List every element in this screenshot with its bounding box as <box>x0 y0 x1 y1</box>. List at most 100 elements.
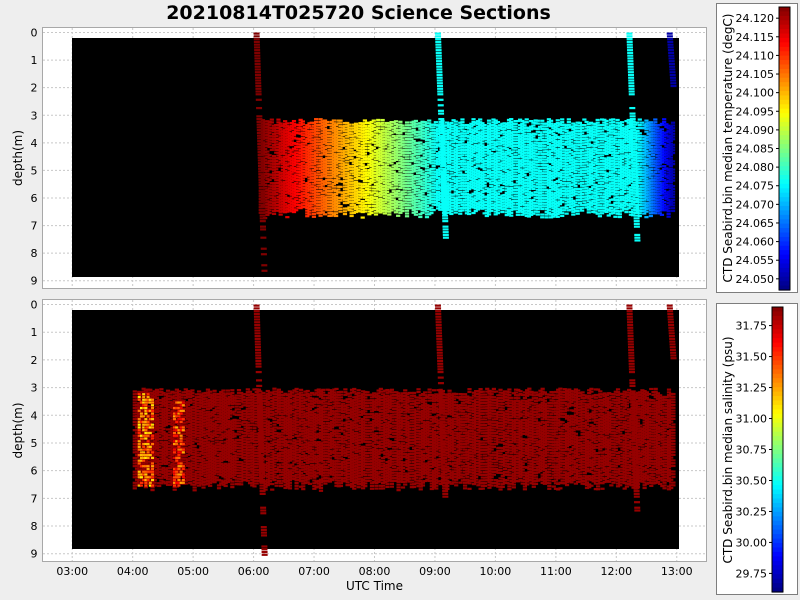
data-cell <box>522 151 527 154</box>
data-cell <box>349 156 354 160</box>
data-cell <box>584 142 589 146</box>
data-cell <box>513 161 518 164</box>
data-cell <box>522 179 527 182</box>
data-cell <box>442 124 447 127</box>
data-cell <box>362 127 368 130</box>
data-cell <box>331 188 336 191</box>
data-cell <box>311 185 317 188</box>
data-cell <box>431 131 436 134</box>
data-cell <box>478 159 483 162</box>
data-cell <box>271 146 277 149</box>
data-cell <box>471 173 476 176</box>
data-cell <box>591 175 596 178</box>
data-cell <box>294 153 299 157</box>
data-cell <box>504 200 509 203</box>
data-cell <box>453 123 458 126</box>
data-cell <box>593 147 598 151</box>
data-cell <box>611 126 616 129</box>
data-cell <box>544 196 549 200</box>
data-cell <box>269 184 274 187</box>
data-cell <box>336 169 341 172</box>
data-cell <box>537 147 543 150</box>
data-cell <box>322 174 328 177</box>
data-cell <box>513 147 518 150</box>
data-cell <box>582 159 587 163</box>
data-cell <box>597 182 602 185</box>
data-cell <box>586 134 591 137</box>
data-cell <box>506 204 512 207</box>
data-cell <box>380 187 385 191</box>
data-cell <box>509 153 514 157</box>
data-cell <box>584 195 589 198</box>
data-cell <box>566 209 571 212</box>
data-cell <box>318 187 323 190</box>
data-cell <box>427 149 432 153</box>
data-cell <box>298 184 303 188</box>
data-cell <box>580 148 585 152</box>
data-cell <box>560 206 565 209</box>
data-cell <box>307 202 312 205</box>
data-cell <box>500 158 505 161</box>
data-cell <box>389 184 394 187</box>
data-cell <box>305 165 310 168</box>
data-cell <box>531 187 536 191</box>
data-cell <box>566 148 571 151</box>
data-cell <box>305 162 310 165</box>
data-cell <box>358 149 363 152</box>
data-cell <box>502 124 507 128</box>
data-cell <box>588 121 594 124</box>
data-cell <box>356 174 361 177</box>
data-cell <box>424 188 430 191</box>
data-cell <box>588 149 594 152</box>
data-cell <box>342 155 348 158</box>
data-cell <box>442 174 447 177</box>
data-cell <box>342 212 348 216</box>
data-cell <box>287 181 292 184</box>
data-cell <box>517 209 523 212</box>
data-cell <box>418 182 423 185</box>
data-cell <box>429 159 434 162</box>
data-cell <box>278 144 283 147</box>
data-cell <box>398 137 403 140</box>
data-cell <box>411 126 416 129</box>
data-cell <box>407 171 412 174</box>
data-cell <box>300 205 305 209</box>
data-cell <box>557 211 563 214</box>
data-cell <box>378 186 383 189</box>
data-cell <box>577 143 583 147</box>
data-cell <box>305 151 310 154</box>
data-cell <box>342 182 348 185</box>
data-cell <box>424 185 430 188</box>
data-cell <box>287 170 292 173</box>
data-cell <box>263 192 268 195</box>
data-cell <box>602 206 607 210</box>
data-cell <box>584 148 589 151</box>
data-cell <box>522 168 527 171</box>
data-cell <box>278 174 283 178</box>
data-cell <box>460 203 465 207</box>
data-cell <box>615 212 620 215</box>
data-cell <box>617 213 622 216</box>
data-cell <box>283 161 288 164</box>
data-cell <box>473 157 478 160</box>
data-cell <box>351 186 356 190</box>
data-cell <box>495 187 501 190</box>
data-cell <box>376 209 381 213</box>
data-cell <box>289 157 294 161</box>
data-cell <box>289 163 294 166</box>
data-cell <box>597 129 602 132</box>
data-cell <box>458 154 463 157</box>
data-cell <box>274 181 279 185</box>
data-cell <box>511 155 516 158</box>
data-cell <box>331 202 336 205</box>
data-cell <box>469 164 474 167</box>
data-cell <box>382 140 387 143</box>
data-cell <box>411 148 416 151</box>
data-cell <box>438 172 443 176</box>
data-cell <box>568 139 574 142</box>
data-cell <box>517 206 523 210</box>
data-cell <box>351 211 356 214</box>
data-cell <box>291 194 297 197</box>
data-cell <box>584 156 589 159</box>
data-cell <box>540 180 545 183</box>
